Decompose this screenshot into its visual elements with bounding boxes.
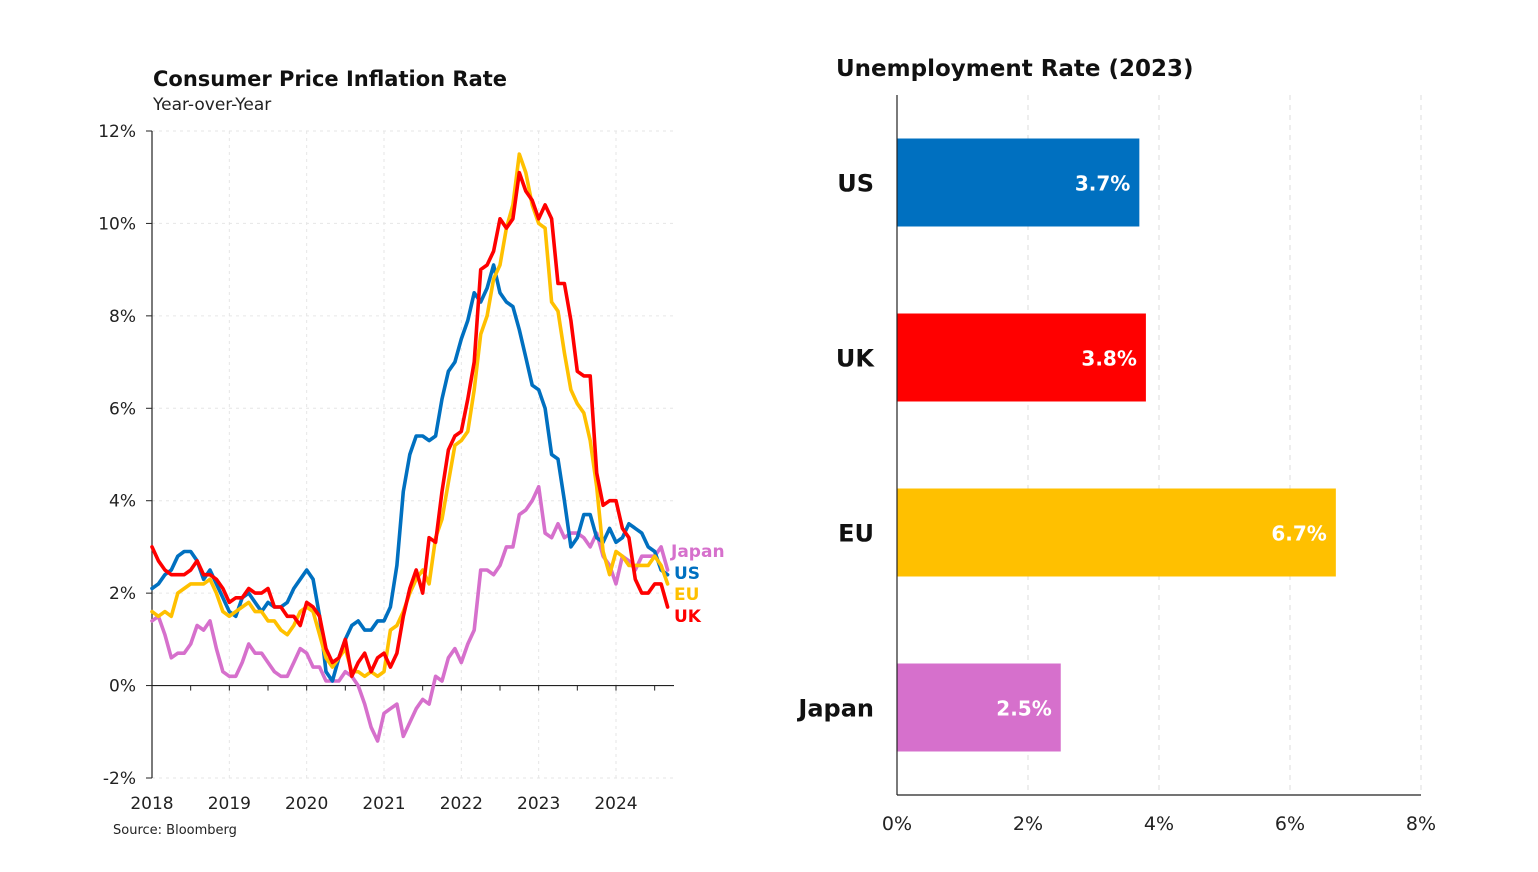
series-line-eu [150, 152, 670, 679]
inflation-line-chart: Consumer Price Inflation Rate Year-over-… [98, 67, 724, 838]
bar-value-label-eu: 6.7% [1271, 522, 1326, 546]
series-line-japan [150, 484, 670, 743]
series-line-uk [150, 170, 670, 679]
x-tick-label-2020: 2020 [285, 794, 328, 814]
line-chart-axes [151, 131, 674, 778]
y-tick-label-10: 10% [98, 214, 136, 234]
x-tick-label-2023: 2023 [517, 794, 560, 814]
series-end-label-us: US [674, 564, 700, 584]
line-chart-title: Consumer Price Inflation Rate [153, 67, 507, 91]
bar-value-label-japan: 2.5% [996, 697, 1051, 721]
category-label-us: US [837, 170, 874, 198]
bar-uk [897, 313, 1146, 402]
bar-value-label-us: 3.7% [1075, 172, 1130, 196]
x-tick-label-2022: 2022 [440, 794, 483, 814]
y-tick-label-0: 0% [109, 677, 136, 697]
y-tick-label-12: 12% [98, 122, 136, 142]
x-tick-label-2018: 2018 [130, 794, 173, 814]
x-tick-label-2019: 2019 [208, 794, 251, 814]
bar-eu [897, 488, 1336, 577]
x-tick-label-2024: 2024 [594, 794, 637, 814]
bar-x-tick-label-0: 0% [882, 813, 912, 835]
bar-chart-bars: 3.7% US 3.8% UK 6.7% EU 2.5% Japan [796, 138, 1336, 752]
line-chart-subtitle: Year-over-Year [152, 95, 271, 115]
y-tick-label-2: 2% [109, 584, 136, 604]
series-end-label-uk: UK [674, 607, 702, 627]
y-tick-label-6: 6% [109, 399, 136, 419]
category-label-eu: EU [838, 520, 874, 548]
source-note: Source: Bloomberg [113, 823, 237, 838]
bar-japan [897, 663, 1061, 752]
category-label-japan: Japan [796, 695, 874, 723]
unemployment-bar-chart: Unemployment Rate (2023) 3.7% US 3.8% UK 6.7… [796, 56, 1436, 835]
y-tick-label-2: -2% [103, 769, 136, 789]
y-tick-label-8: 8% [109, 307, 136, 327]
line-chart-series [150, 152, 670, 743]
bar-x-tick-label-2: 2% [1013, 813, 1043, 835]
series-end-label-japan: Japan [670, 542, 725, 562]
bar-chart-title: Unemployment Rate (2023) [836, 56, 1194, 82]
bar-chart-x-ticks: 0% 2% 4% 6% 8% [882, 813, 1436, 835]
bar-chart-axes [896, 95, 1421, 796]
line-chart-x-ticks: 2018 2019 2020 2021 2022 2023 2024 [130, 794, 637, 814]
y-tick-label-4: 4% [109, 492, 136, 512]
bar-x-tick-label-8: 8% [1406, 813, 1436, 835]
bar-value-label-uk: 3.8% [1081, 347, 1136, 371]
x-tick-label-2021: 2021 [362, 794, 405, 814]
series-end-label-eu: EU [674, 585, 699, 605]
bar-us [897, 138, 1140, 227]
category-label-uk: UK [836, 345, 875, 373]
bar-x-tick-label-6: 6% [1275, 813, 1305, 835]
bar-x-tick-label-4: 4% [1144, 813, 1174, 835]
line-chart-y-ticks: -2% 0% 2% 4% 6% 8% 10% 12% [98, 122, 152, 789]
